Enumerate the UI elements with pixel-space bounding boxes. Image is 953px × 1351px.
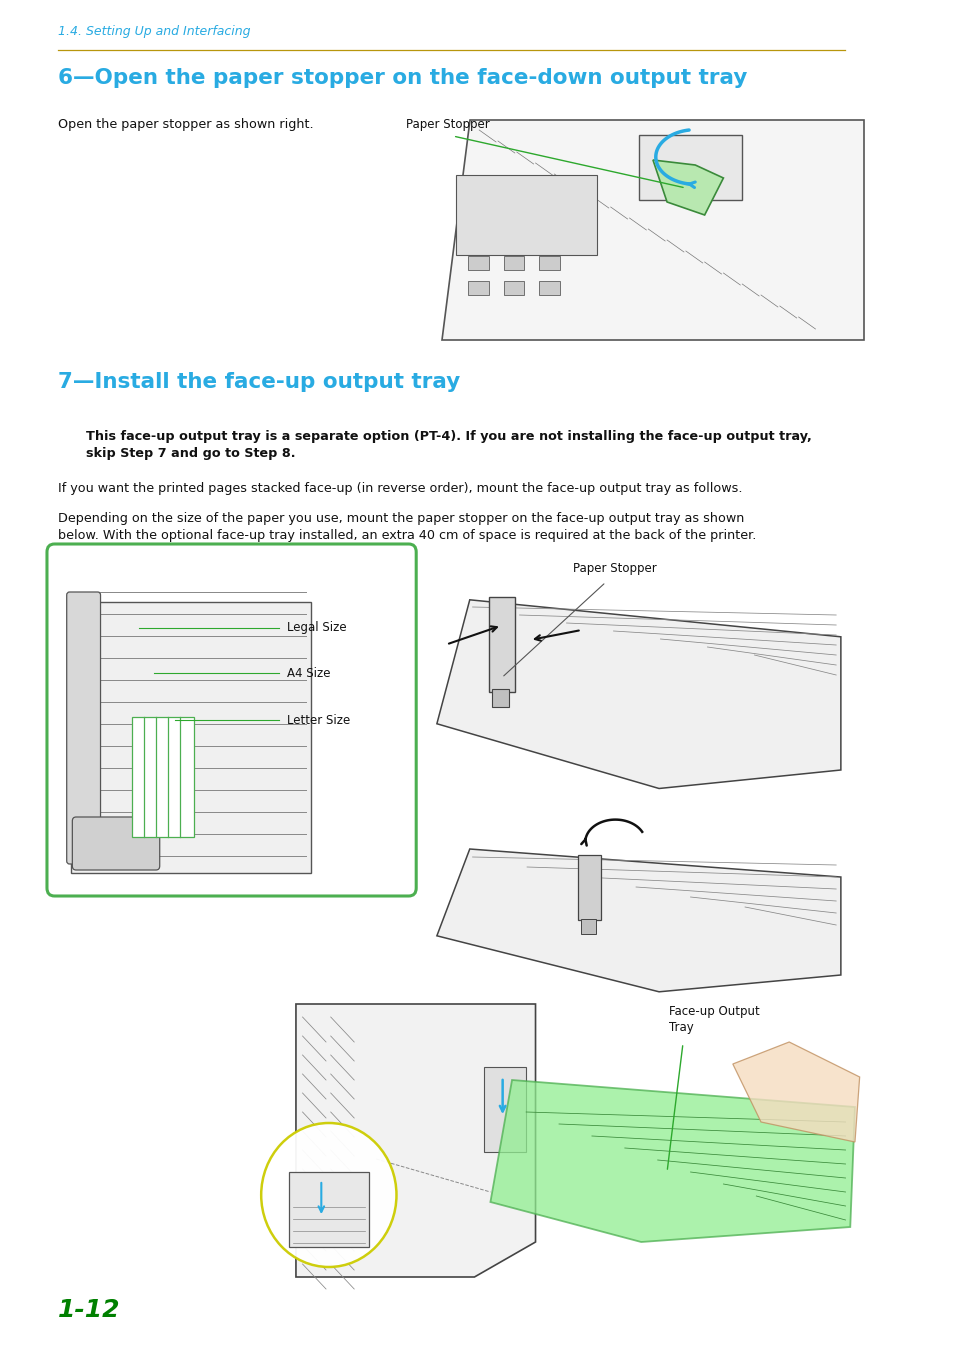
Polygon shape xyxy=(490,1079,854,1242)
Text: Depending on the size of the paper you use, mount the paper stopper on the face-: Depending on the size of the paper you u… xyxy=(58,512,756,542)
Bar xyxy=(132,717,193,838)
Bar xyxy=(580,919,595,934)
Text: Face-up Output
Tray: Face-up Output Tray xyxy=(668,1005,759,1034)
Bar xyxy=(289,1173,369,1247)
Text: Paper Stopper: Paper Stopper xyxy=(573,562,657,576)
Text: Legal Size: Legal Size xyxy=(286,621,346,635)
Bar xyxy=(538,255,559,270)
Text: Open the paper stopper as shown right.: Open the paper stopper as shown right. xyxy=(58,118,314,131)
Text: Letter Size: Letter Size xyxy=(286,713,350,727)
Text: 1-12: 1-12 xyxy=(58,1298,121,1323)
Polygon shape xyxy=(436,848,840,992)
Text: Paper Stopper: Paper Stopper xyxy=(405,118,489,131)
Bar xyxy=(483,1067,525,1152)
Text: 1.4. Setting Up and Interfacing: 1.4. Setting Up and Interfacing xyxy=(58,26,251,38)
Polygon shape xyxy=(732,1042,859,1142)
Text: 6—Open the paper stopper on the face-down output tray: 6—Open the paper stopper on the face-dow… xyxy=(58,68,747,88)
Bar xyxy=(578,855,600,920)
Circle shape xyxy=(261,1123,396,1267)
Text: 7—Install the face-up output tray: 7—Install the face-up output tray xyxy=(58,372,460,392)
Bar xyxy=(503,255,524,270)
Text: A4 Size: A4 Size xyxy=(286,666,330,680)
Polygon shape xyxy=(652,159,722,215)
Bar xyxy=(538,281,559,295)
FancyBboxPatch shape xyxy=(72,817,159,870)
Bar xyxy=(467,281,488,295)
Polygon shape xyxy=(295,1004,535,1277)
Bar xyxy=(456,176,596,255)
FancyBboxPatch shape xyxy=(67,592,100,865)
FancyBboxPatch shape xyxy=(47,544,416,896)
Bar xyxy=(503,281,524,295)
Text: This face-up output tray is a separate option (PT-4). If you are not installing : This face-up output tray is a separate o… xyxy=(87,430,811,459)
Bar xyxy=(71,603,311,873)
Polygon shape xyxy=(436,600,840,789)
Bar xyxy=(488,597,515,692)
Bar xyxy=(639,135,741,200)
Bar xyxy=(467,255,488,270)
Bar xyxy=(492,689,509,707)
Polygon shape xyxy=(441,120,863,340)
Text: If you want the printed pages stacked face-up (in reverse order), mount the face: If you want the printed pages stacked fa… xyxy=(58,482,742,494)
